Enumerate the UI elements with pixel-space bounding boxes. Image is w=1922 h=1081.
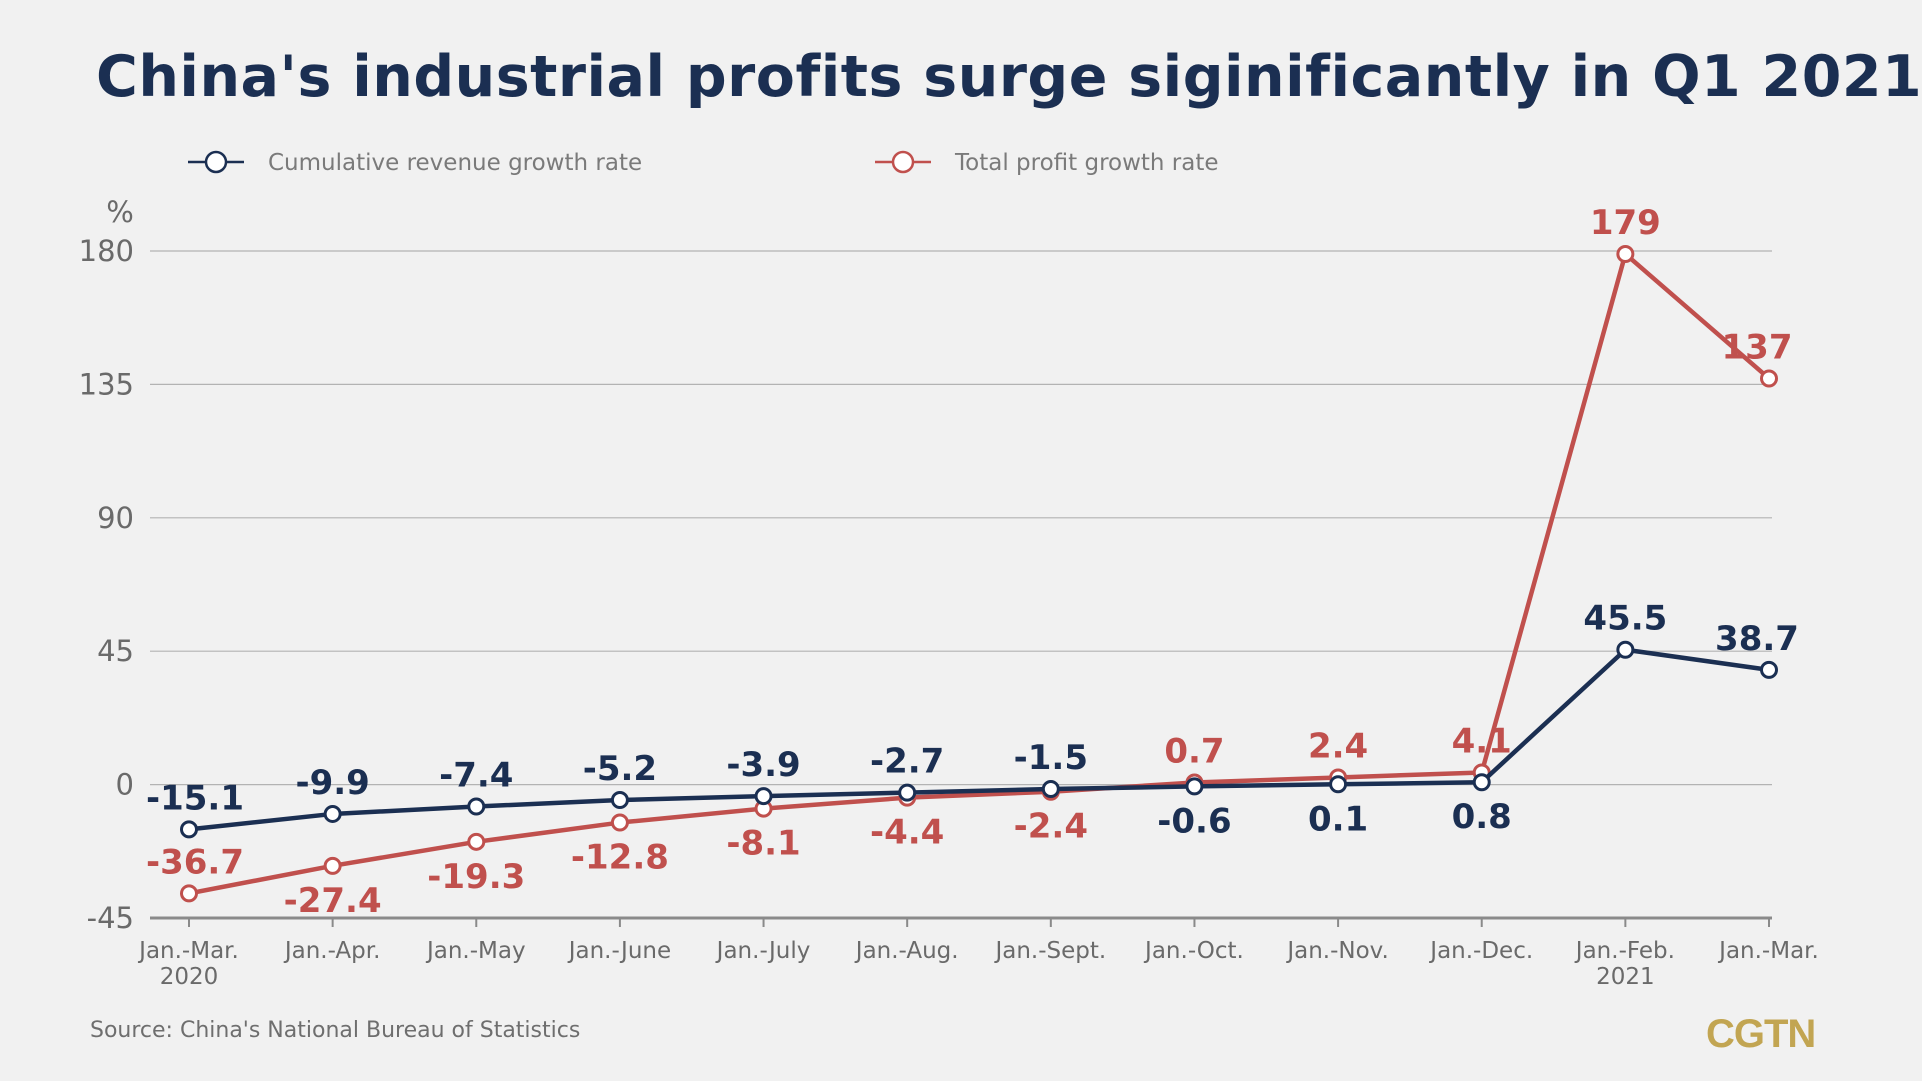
data-point xyxy=(180,820,198,839)
x-tick-label: Jan.-Mar. xyxy=(1717,938,1819,964)
data-point xyxy=(1616,640,1635,659)
x-tick-sublabel: 2020 xyxy=(160,964,219,990)
cgtn-logo: CGTN xyxy=(1706,1012,1816,1056)
data-point xyxy=(323,856,342,875)
chart-title: China's industrial profits surge siginif… xyxy=(96,44,1922,110)
data-label: 179 xyxy=(1590,203,1661,243)
data-label: 2.4 xyxy=(1308,726,1368,766)
data-label: -8.1 xyxy=(726,824,800,864)
x-tick-label: Jan.-Aug. xyxy=(854,938,959,964)
legend-swatch-marker xyxy=(891,150,915,174)
data-label: -2.4 xyxy=(1014,807,1088,847)
legend-swatch-marker xyxy=(204,150,228,174)
data-label: -5.2 xyxy=(583,749,657,789)
data-label: 0.8 xyxy=(1452,797,1512,837)
x-tick-label: Jan.-May xyxy=(425,938,526,964)
data-label: 38.7 xyxy=(1715,619,1799,659)
data-point xyxy=(467,797,486,816)
data-label: 45.5 xyxy=(1583,599,1667,639)
legend-label: Cumulative revenue growth rate xyxy=(268,150,642,176)
source-note: Source: China's National Bureau of Stati… xyxy=(90,1018,581,1043)
data-point xyxy=(180,884,198,903)
data-point xyxy=(1760,369,1778,388)
data-label: -2.7 xyxy=(870,742,944,782)
x-tick-label: Jan.-Oct. xyxy=(1143,938,1244,964)
x-tick-label: Jan.-Sept. xyxy=(993,938,1106,964)
x-tick-label: Jan.-Apr. xyxy=(283,938,381,964)
data-point xyxy=(467,832,486,851)
y-tick-label: -45 xyxy=(87,901,134,935)
data-label: -15.1 xyxy=(146,778,244,818)
x-tick-label: Jan.-July xyxy=(715,938,811,964)
gridlines xyxy=(150,250,1772,920)
data-label: -0.6 xyxy=(1157,801,1231,841)
y-axis-ticks: 180 135 90 45 0 -45 xyxy=(79,234,134,935)
series-line xyxy=(188,647,1770,832)
legend-entry: Cumulative revenue growth rate xyxy=(188,150,642,176)
data-point xyxy=(1041,780,1060,799)
x-tick-label: Jan.-Mar. xyxy=(137,938,239,964)
data-labels: -15.1 -9.9 -7.4 -5.2 -3.9 -2.7 -1.5 -0.6 0.1 0.8 4… xyxy=(146,203,1799,921)
data-point xyxy=(610,791,629,810)
data-point xyxy=(1329,775,1348,794)
data-label: 4.1 xyxy=(1452,721,1512,761)
data-point xyxy=(1616,244,1635,263)
legend: Cumulative revenue growth rate Total prof… xyxy=(188,150,1219,176)
x-tick-label: Jan.-Nov. xyxy=(1285,938,1388,964)
data-point xyxy=(610,813,629,832)
data-label: -9.9 xyxy=(295,763,369,803)
data-label: -4.4 xyxy=(870,813,944,853)
y-axis-unit: % xyxy=(106,195,134,229)
x-tick-label: Jan.-Dec. xyxy=(1428,938,1533,964)
legend-label: Total profit growth rate xyxy=(954,150,1219,176)
x-tick-label: Jan.-Feb. xyxy=(1574,938,1675,964)
series-line xyxy=(188,251,1771,896)
data-point xyxy=(754,787,773,806)
legend-entry: Total profit growth rate xyxy=(875,150,1219,176)
data-label: -1.5 xyxy=(1014,738,1088,778)
data-point xyxy=(1760,660,1778,679)
data-label: -27.4 xyxy=(284,881,382,921)
data-label: -7.4 xyxy=(439,756,513,796)
data-label: -3.9 xyxy=(726,745,800,785)
y-tick-label: 0 xyxy=(116,768,134,802)
x-tick-label: Jan.-June xyxy=(567,938,671,964)
data-point xyxy=(1185,777,1204,796)
data-point xyxy=(323,804,342,823)
data-label: 137 xyxy=(1722,327,1793,367)
y-tick-label: 45 xyxy=(97,634,134,668)
data-label: -19.3 xyxy=(427,857,525,897)
series-layer xyxy=(180,244,1778,903)
y-tick-label: 90 xyxy=(97,501,134,535)
data-label: -36.7 xyxy=(146,842,244,882)
data-label: -12.8 xyxy=(571,838,669,878)
data-label: 0.7 xyxy=(1164,732,1224,772)
data-label: 0.1 xyxy=(1308,799,1368,839)
x-tick-sublabel: 2021 xyxy=(1596,964,1655,990)
data-point xyxy=(898,783,917,802)
data-point xyxy=(1472,773,1491,792)
y-tick-label: 180 xyxy=(79,234,134,268)
y-tick-label: 135 xyxy=(79,367,134,401)
